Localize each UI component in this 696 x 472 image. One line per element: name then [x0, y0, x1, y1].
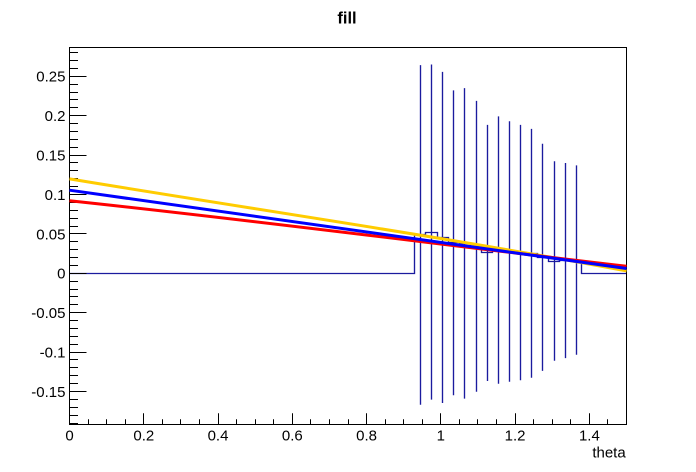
svg-text:0.6: 0.6: [282, 428, 303, 445]
svg-text:fill: fill: [337, 10, 356, 28]
svg-text:1: 1: [437, 428, 445, 445]
svg-text:0.15: 0.15: [36, 148, 65, 165]
svg-text:1.4: 1.4: [579, 428, 600, 445]
svg-text:0.2: 0.2: [45, 108, 66, 125]
svg-text:0.05: 0.05: [36, 226, 65, 243]
svg-text:0.8: 0.8: [356, 428, 377, 445]
svg-text:-0.05: -0.05: [31, 305, 65, 322]
svg-text:0: 0: [65, 428, 73, 445]
svg-text:1.2: 1.2: [505, 428, 526, 445]
svg-text:0.1: 0.1: [45, 187, 66, 204]
svg-text:-0.1: -0.1: [40, 345, 66, 362]
svg-text:0.25: 0.25: [36, 69, 65, 86]
svg-text:-0.15: -0.15: [31, 384, 65, 401]
svg-text:0: 0: [57, 266, 65, 283]
svg-text:0.2: 0.2: [133, 428, 154, 445]
svg-text:0.4: 0.4: [208, 428, 229, 445]
svg-text:theta: theta: [592, 445, 626, 462]
